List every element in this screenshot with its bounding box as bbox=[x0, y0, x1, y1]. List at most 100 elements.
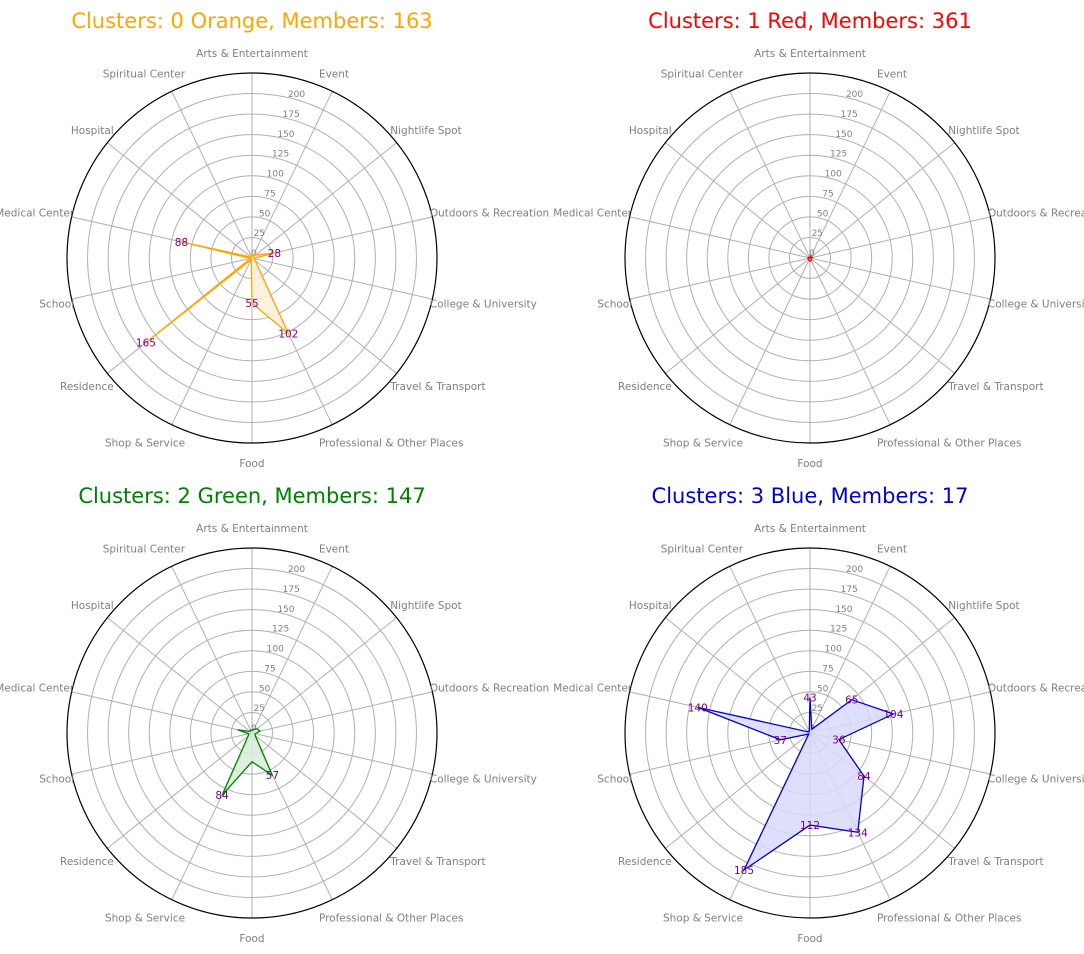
category-label: School bbox=[39, 774, 74, 786]
data-label: 185 bbox=[734, 865, 754, 877]
series-polygon bbox=[697, 697, 896, 872]
r-tick-label: 100 bbox=[267, 170, 284, 180]
category-label: Nightlife Spot bbox=[390, 125, 461, 137]
r-tick-label: 100 bbox=[825, 645, 842, 655]
radar-panels: 0 25 50 75 100 125 150 175 200 Arts & Entertainme… bbox=[0, 9, 1084, 945]
r-tick-label: 0 bbox=[251, 249, 257, 259]
r-tick-label: 125 bbox=[272, 150, 289, 160]
category-label: Residence bbox=[618, 856, 672, 868]
r-tick-label: 150 bbox=[277, 130, 294, 140]
spoke-9 bbox=[665, 257, 811, 374]
category-label: Event bbox=[877, 68, 907, 80]
data-label: 134 bbox=[848, 827, 868, 839]
category-label: School bbox=[597, 299, 632, 311]
spoke-5 bbox=[251, 732, 397, 849]
r-tick-label: 200 bbox=[288, 90, 305, 100]
category-label: Professional & Other Places bbox=[319, 913, 464, 925]
spoke-13 bbox=[729, 566, 811, 734]
r-tick-label: 150 bbox=[277, 605, 294, 615]
r-tick-label: 25 bbox=[812, 229, 823, 239]
r-tick-label: 25 bbox=[812, 704, 823, 714]
chart-title: Clusters: 1 Red, Members: 361 bbox=[648, 9, 972, 33]
category-label: Arts & Entertainment bbox=[754, 523, 866, 535]
r-tick-label: 25 bbox=[254, 229, 265, 239]
category-label: Professional & Other Places bbox=[877, 913, 1022, 925]
category-label: Food bbox=[797, 458, 822, 470]
r-tick-label: 125 bbox=[830, 150, 847, 160]
outer-frame bbox=[66, 547, 438, 919]
category-label: Residence bbox=[618, 381, 672, 393]
data-label: 165 bbox=[136, 338, 156, 350]
category-label: Travel & Transport bbox=[389, 856, 485, 868]
spoke-4 bbox=[251, 257, 433, 300]
r-tick-label: 100 bbox=[825, 170, 842, 180]
category-label: Event bbox=[319, 68, 349, 80]
r-tick-label: 200 bbox=[846, 90, 863, 100]
category-label: Spiritual Center bbox=[103, 543, 186, 555]
category-label: Shop & Service bbox=[663, 913, 743, 925]
data-label: 37 bbox=[774, 735, 787, 747]
series-polygon bbox=[221, 728, 274, 796]
category-label: Hospital bbox=[71, 125, 114, 137]
chart-title: Clusters: 3 Blue, Members: 17 bbox=[652, 484, 969, 508]
spoke-3 bbox=[251, 216, 433, 259]
spoke-2 bbox=[809, 142, 955, 259]
category-label: Hospital bbox=[71, 600, 114, 612]
r-tick-label: 75 bbox=[822, 664, 833, 674]
spoke-3 bbox=[809, 216, 991, 259]
data-label: 43 bbox=[803, 693, 816, 705]
spoke-1 bbox=[251, 91, 333, 259]
category-label: Nightlife Spot bbox=[948, 600, 1019, 612]
spoke-10 bbox=[71, 732, 253, 775]
category-label: Shop & Service bbox=[105, 438, 185, 450]
spoke-4 bbox=[251, 732, 433, 775]
category-label: Arts & Entertainment bbox=[196, 523, 308, 535]
r-tick-label: 175 bbox=[841, 585, 858, 595]
r-tick-label: 75 bbox=[264, 664, 275, 674]
data-label: 36 bbox=[832, 735, 846, 747]
category-label: Professional & Other Places bbox=[319, 438, 464, 450]
r-tick-label: 150 bbox=[835, 605, 852, 615]
category-label: Travel & Transport bbox=[947, 856, 1043, 868]
spoke-12 bbox=[665, 142, 811, 259]
category-label: Event bbox=[319, 543, 349, 555]
spoke-9 bbox=[665, 732, 811, 849]
category-label: Outdoors & Recreation bbox=[430, 682, 549, 694]
category-label: Arts & Entertainment bbox=[196, 48, 308, 60]
category-label: Spiritual Center bbox=[661, 543, 744, 555]
category-label: College & University bbox=[988, 774, 1084, 786]
category-label: Medical Center bbox=[0, 207, 75, 219]
data-label: 112 bbox=[800, 820, 820, 832]
r-tick-label: 175 bbox=[283, 110, 300, 120]
spoke-2 bbox=[251, 617, 397, 734]
category-label: Shop & Service bbox=[105, 913, 185, 925]
r-tick-label: 50 bbox=[259, 684, 271, 694]
outer-frame bbox=[624, 72, 996, 444]
chart-title: Clusters: 0 Orange, Members: 163 bbox=[71, 9, 432, 33]
category-label: Hospital bbox=[629, 600, 672, 612]
category-label: Travel & Transport bbox=[389, 381, 485, 393]
r-tick-label: 25 bbox=[254, 704, 265, 714]
category-label: Food bbox=[239, 933, 264, 945]
spoke-2 bbox=[251, 142, 397, 259]
spoke-11 bbox=[629, 216, 811, 259]
spoke-3 bbox=[251, 691, 433, 734]
category-label: Medical Center bbox=[0, 682, 75, 694]
data-label: 65 bbox=[845, 695, 858, 707]
r-tick-label: 200 bbox=[288, 565, 305, 575]
spoke-6 bbox=[809, 257, 891, 425]
spoke-4 bbox=[809, 732, 991, 775]
data-label: 55 bbox=[245, 298, 258, 310]
category-label: Medical Center bbox=[553, 682, 633, 694]
category-label: Outdoors & Recreation bbox=[430, 207, 549, 219]
category-label: Food bbox=[239, 458, 264, 470]
spoke-11 bbox=[71, 691, 253, 734]
category-label: Outdoors & Recreation bbox=[988, 682, 1084, 694]
spoke-1 bbox=[251, 566, 333, 734]
category-label: Professional & Other Places bbox=[877, 438, 1022, 450]
r-tick-label: 50 bbox=[259, 209, 271, 219]
r-tick-label: 0 bbox=[809, 249, 815, 259]
r-tick-label: 175 bbox=[283, 585, 300, 595]
